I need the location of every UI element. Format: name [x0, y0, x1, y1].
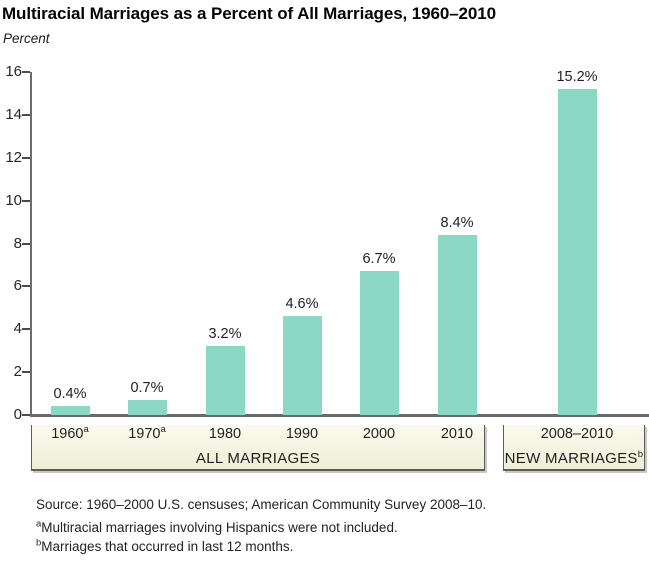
x-category-label: 1980: [208, 426, 242, 442]
group-label-new-marriages: NEW MARRIAGESb: [503, 450, 645, 467]
y-axis-tick-label: 12: [5, 148, 22, 166]
group-box-new-marriages: [503, 425, 645, 471]
y-axis-tick: [22, 199, 30, 202]
y-axis-tick-label: 2: [13, 363, 22, 381]
y-axis-tick-label: 10: [5, 191, 22, 209]
bar-1960: [51, 406, 90, 415]
y-axis-tick-label: 0: [13, 406, 22, 423]
y-axis-line: [30, 72, 32, 417]
y-axis-tick-label: 8: [13, 234, 22, 252]
bar-value-label: 0.4%: [53, 386, 87, 403]
bar-value-label: 3.2%: [208, 326, 242, 343]
bar-1990: [283, 316, 322, 415]
bar-1980: [206, 346, 245, 415]
group-label-all-marriages: ALL MARRIAGES: [31, 450, 485, 467]
y-axis-tick: [22, 113, 30, 116]
x-category-superscript: a: [160, 424, 166, 436]
footnote-b-text: Marriages that occurred in last 12 month…: [41, 539, 294, 554]
bar-2010: [438, 234, 477, 415]
footnote-a-marker: a: [36, 518, 42, 530]
bar-value-label: 4.6%: [285, 296, 319, 313]
y-axis-tick-label: 16: [5, 63, 22, 80]
bar-value-label: 8.4%: [440, 214, 474, 231]
y-axis-tick: [22, 328, 30, 331]
group-label-text: ALL MARRIAGES: [195, 450, 321, 467]
footnote-a-text: Multiracial marriages involving Hispanic…: [41, 520, 398, 535]
y-axis-tick: [22, 156, 30, 159]
x-category-label: 2008–2010: [540, 426, 614, 442]
bar-1970: [128, 399, 167, 415]
group-label-superscript: b: [637, 449, 644, 460]
x-category-label: 1960a: [51, 424, 89, 442]
y-axis-tick: [22, 414, 30, 416]
x-category-label: 2010: [440, 426, 474, 442]
bar-value-label: 0.7%: [130, 379, 164, 396]
bar-2008–2010: [558, 89, 597, 415]
x-category-superscript: a: [83, 424, 89, 436]
y-axis-tick: [22, 371, 30, 374]
group-box-all-marriages: [31, 425, 485, 471]
y-axis-tick: [22, 71, 30, 73]
footnote-a: aMultiracial marriages involving Hispani…: [36, 518, 398, 535]
footnote-b-marker: b: [36, 537, 42, 549]
y-axis-tick: [22, 242, 30, 245]
bar-value-label: 6.7%: [362, 251, 396, 268]
chart-title: Multiracial Marriages as a Percent of Al…: [2, 4, 496, 23]
y-axis-tick-label: 14: [5, 105, 22, 123]
x-category-label: 1990: [285, 426, 319, 442]
footnote-b: bMarriages that occurred in last 12 mont…: [36, 537, 294, 554]
y-axis-tick-label: 4: [13, 320, 22, 338]
x-category-label: 2000: [362, 426, 396, 442]
bar-value-label: 15.2%: [556, 69, 598, 86]
x-category-label: 1970a: [128, 424, 166, 442]
source-note: Source: 1960–2000 U.S. censuses; America…: [36, 497, 487, 512]
y-axis-tick-label: 6: [13, 277, 22, 295]
x-axis-line: [30, 414, 649, 417]
y-axis-tick: [22, 285, 30, 288]
bar-2000: [360, 271, 399, 415]
group-label-text: NEW MARRIAGES: [504, 450, 638, 467]
y-axis-unit-label: Percent: [3, 31, 50, 46]
